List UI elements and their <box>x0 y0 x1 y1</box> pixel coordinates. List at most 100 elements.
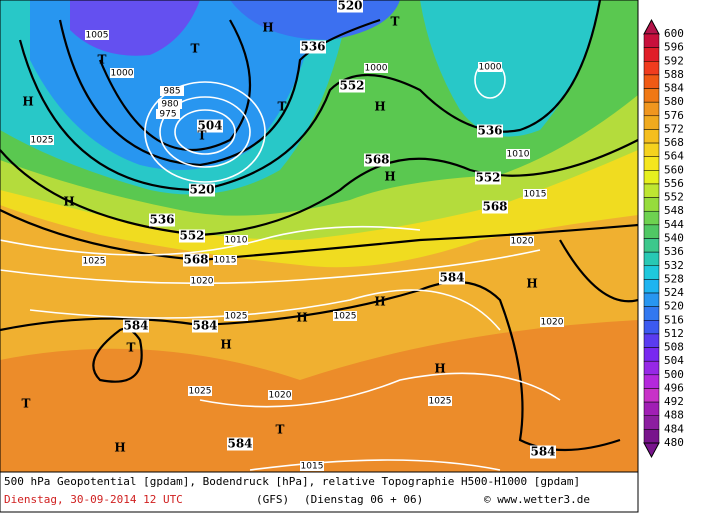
legend-swatch <box>643 279 660 294</box>
geopotential-label: 568 <box>183 253 208 267</box>
isobar-label: 1015 <box>214 256 237 266</box>
geopotential-label: 536 <box>149 213 174 227</box>
legend-label: 532 <box>664 259 684 272</box>
geopotential-label-box <box>227 437 253 451</box>
geopotential-label-box <box>337 0 363 13</box>
legend-label: 560 <box>664 163 684 176</box>
geopotential-label-box <box>189 183 215 197</box>
isobar-label-box <box>224 235 248 245</box>
legend-label: 512 <box>664 327 684 340</box>
legend-label: 564 <box>664 150 684 163</box>
geopotential-label: 584 <box>192 319 217 333</box>
isobar-label: 1020 <box>541 318 564 328</box>
legend-label: 524 <box>664 286 684 299</box>
high-marker: H <box>374 295 385 309</box>
legend-label: 516 <box>664 313 684 326</box>
isobar-label: 1025 <box>83 257 106 267</box>
isobar-label-box <box>224 311 248 321</box>
legend-label: 508 <box>664 341 684 354</box>
isobar-label: 1025 <box>189 387 212 397</box>
isobar-label-box <box>188 386 212 396</box>
legend-swatch <box>643 129 660 144</box>
legend-swatch <box>643 224 660 239</box>
isobar-label-box <box>364 63 388 73</box>
geopotential-label-box <box>123 319 149 333</box>
legend-swatch <box>643 115 660 130</box>
high-marker: H <box>526 277 537 291</box>
low-marker: T <box>191 42 200 56</box>
legend-label: 528 <box>664 272 684 285</box>
isobar-label-box <box>506 149 530 159</box>
isobar-label: 1015 <box>301 462 324 472</box>
isobar-label: 1025 <box>334 312 357 322</box>
geopotential-label: 584 <box>439 271 464 285</box>
geopotential-label-box <box>197 119 223 133</box>
legend-cap <box>643 442 660 459</box>
legend-label: 496 <box>664 381 684 394</box>
legend-swatch <box>643 183 660 198</box>
geopotential-label-box <box>339 79 365 93</box>
isobar-label-box <box>30 135 54 145</box>
legend-swatch <box>643 61 660 76</box>
isobar-label: 1025 <box>429 397 452 407</box>
isobar-label: 1025 <box>225 312 248 322</box>
legend-swatch <box>643 74 660 89</box>
legend-swatch <box>643 156 660 171</box>
footer-credit: © www.wetter3.de <box>484 493 590 506</box>
legend-label: 552 <box>664 191 684 204</box>
geopotential-label: 520 <box>189 183 214 197</box>
legend-label: 592 <box>664 54 684 67</box>
geopotential-label-box <box>192 319 218 333</box>
legend-label: 600 <box>664 27 684 40</box>
geopotential-label-box <box>477 124 503 138</box>
isobar-label: 1000 <box>111 69 134 79</box>
geopotential-label: 552 <box>475 171 500 185</box>
low-marker: T <box>127 341 136 355</box>
map-fields <box>0 0 638 472</box>
legend-swatch <box>643 210 660 226</box>
legend-swatch <box>643 415 660 430</box>
isobar-label-box <box>85 30 109 40</box>
geopotential-label: 568 <box>364 153 389 167</box>
low-marker: T <box>276 423 285 437</box>
legend-swatch <box>643 333 660 348</box>
geopotential-label: 552 <box>179 229 204 243</box>
low-marker: T <box>391 15 400 29</box>
legend-swatch <box>643 88 660 103</box>
isobar-label: 975 <box>159 110 176 120</box>
legend-label: 480 <box>664 436 684 449</box>
legend-label: 576 <box>664 109 684 122</box>
geopotential-label-box <box>149 213 175 227</box>
legend-label: 520 <box>664 300 684 313</box>
isobar-label-box <box>213 255 237 265</box>
legend-label: 580 <box>664 95 684 108</box>
legend-label: 568 <box>664 136 684 149</box>
isobar-label-box <box>510 236 534 246</box>
isobar-label: 1020 <box>191 277 214 287</box>
isobar-label: 1000 <box>365 64 388 74</box>
isobar-label: 1010 <box>225 236 248 246</box>
low-marker: T <box>278 100 287 114</box>
legend-label: 584 <box>664 82 684 95</box>
isobar-label: 1005 <box>86 31 109 41</box>
geopotential-label: 552 <box>339 79 364 93</box>
geopotential-label-box <box>530 445 556 459</box>
isobar-label-box <box>156 109 180 119</box>
legend-label: 544 <box>664 218 684 231</box>
isobar-label: 1010 <box>507 150 530 160</box>
geopotential-label-box <box>475 171 501 185</box>
legend-swatch <box>643 347 660 362</box>
high-marker: H <box>220 338 231 352</box>
high-marker: H <box>296 311 307 325</box>
legend-label: 536 <box>664 245 684 258</box>
geopotential-label-box <box>482 200 508 214</box>
isobar-label-box <box>478 62 502 72</box>
high-marker: H <box>262 21 273 35</box>
high-marker: H <box>384 170 395 184</box>
legend-label: 488 <box>664 409 684 422</box>
geopotential-label: 520 <box>337 0 362 13</box>
isobar-label-box <box>333 311 357 321</box>
legend-swatch <box>643 238 660 253</box>
